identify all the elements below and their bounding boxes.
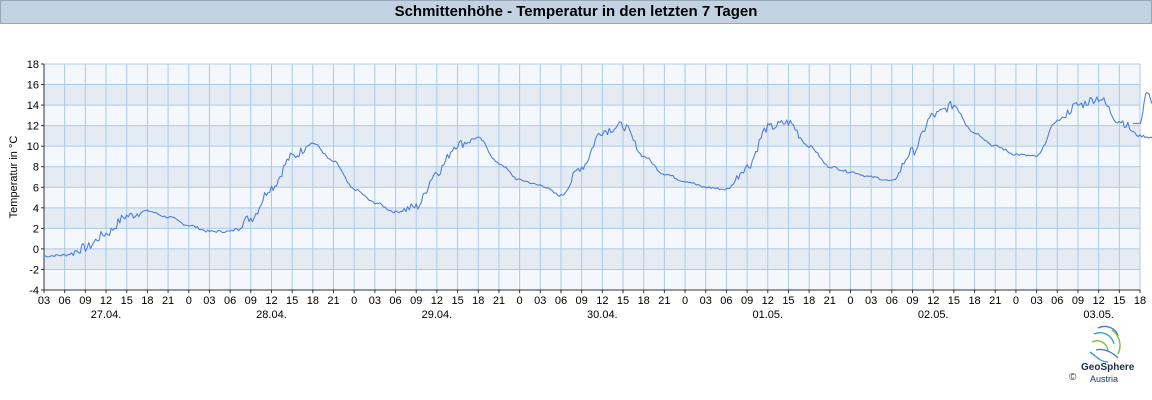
- x-tick-label: 0: [186, 295, 192, 307]
- x-tick-label: 12: [927, 295, 939, 307]
- x-tick-label: 12: [265, 295, 277, 307]
- x-tick-label: 15: [286, 295, 298, 307]
- y-tick-label: 18: [27, 59, 39, 71]
- x-tick-label: 18: [141, 295, 153, 307]
- x-tick-label: 18: [803, 295, 815, 307]
- y-tick-label: 6: [33, 182, 39, 194]
- plot-band: [44, 248, 1140, 270]
- x-tick-label: 21: [162, 295, 174, 307]
- brand-subtitle: Austria: [1090, 374, 1119, 384]
- x-tick-label: 18: [307, 295, 319, 307]
- x-tick-label: 15: [121, 295, 133, 307]
- x-date-label: 01.05.: [752, 309, 783, 321]
- x-tick-label: 15: [1113, 295, 1125, 307]
- plot-band: [44, 187, 1140, 208]
- x-date-label: 29.04.: [422, 309, 453, 321]
- x-tick-label: 12: [100, 295, 112, 307]
- x-tick-label: 09: [576, 295, 588, 307]
- x-tick-label: 09: [906, 295, 918, 307]
- x-tick-label: 21: [493, 295, 505, 307]
- chart-title: Schmittenhöhe - Temperatur in den letzte…: [0, 0, 1152, 24]
- x-tick-label: 06: [886, 295, 898, 307]
- x-date-label: 02.05.: [918, 309, 949, 321]
- x-tick-label: 18: [638, 295, 650, 307]
- x-tick-label: 15: [617, 295, 629, 307]
- y-tick-label: 12: [27, 121, 39, 133]
- x-tick-label: 06: [1051, 295, 1063, 307]
- x-tick-label: 15: [451, 295, 463, 307]
- plot-band: [44, 105, 1140, 126]
- y-tick-label: 10: [27, 141, 39, 153]
- x-tick-label: 12: [762, 295, 774, 307]
- x-tick-label: 03: [1030, 295, 1042, 307]
- x-date-label: 27.04.: [91, 309, 122, 321]
- x-tick-label: 03: [38, 295, 50, 307]
- x-tick-label: 09: [245, 295, 257, 307]
- x-tick-label: 09: [410, 295, 422, 307]
- x-tick-label: 0: [682, 295, 688, 307]
- plot-band: [44, 166, 1140, 188]
- x-tick-label: 21: [989, 295, 1001, 307]
- x-tick-label: 18: [472, 295, 484, 307]
- x-tick-label: 15: [948, 295, 960, 307]
- y-tick-label: -2: [29, 264, 39, 276]
- x-date-label: 28.04.: [256, 309, 287, 321]
- y-tick-label: 2: [33, 223, 39, 235]
- x-tick-label: 03: [203, 295, 215, 307]
- x-tick-label: 21: [327, 295, 339, 307]
- x-tick-label: 12: [1093, 295, 1105, 307]
- x-tick-label: 03: [865, 295, 877, 307]
- x-tick-label: 0: [847, 295, 853, 307]
- x-tick-label: 0: [517, 295, 523, 307]
- y-tick-label: 8: [33, 162, 39, 174]
- x-date-label: 03.05.: [1083, 309, 1114, 321]
- plot-band: [44, 207, 1140, 229]
- plot-band: [44, 125, 1140, 147]
- x-tick-label: 09: [79, 295, 91, 307]
- x-tick-label: 09: [741, 295, 753, 307]
- y-tick-label: 16: [27, 80, 39, 92]
- x-tick-label: 21: [658, 295, 670, 307]
- x-tick-label: 18: [968, 295, 980, 307]
- x-tick-label: 06: [224, 295, 236, 307]
- copyright-symbol: ©: [1069, 372, 1077, 383]
- x-tick-label: 06: [555, 295, 567, 307]
- x-tick-label: 06: [59, 295, 71, 307]
- y-tick-label: 0: [33, 244, 39, 256]
- x-tick-label: 15: [782, 295, 794, 307]
- y-axis-label: Temperatur in °C: [8, 136, 20, 219]
- plot-band: [44, 146, 1140, 167]
- plot-band: [44, 228, 1140, 249]
- x-tick-label: 0: [351, 295, 357, 307]
- x-tick-label: 03: [700, 295, 712, 307]
- x-tick-label: 06: [389, 295, 401, 307]
- temperature-line: [43, 92, 1152, 258]
- plot-band: [44, 64, 1140, 85]
- geosphere-logo-icon: [1089, 325, 1121, 363]
- x-tick-label: 06: [720, 295, 732, 307]
- y-tick-label: 4: [33, 203, 39, 215]
- plot-band: [44, 84, 1140, 106]
- y-tick-label: 14: [27, 100, 39, 112]
- x-tick-label: 12: [596, 295, 608, 307]
- plot-band: [44, 269, 1140, 290]
- x-tick-label: 18: [1134, 295, 1146, 307]
- x-tick-label: 12: [431, 295, 443, 307]
- x-tick-label: 03: [534, 295, 546, 307]
- x-tick-label: 21: [824, 295, 836, 307]
- x-tick-label: 03: [369, 295, 381, 307]
- x-tick-label: 09: [1072, 295, 1084, 307]
- y-tick-label: -4: [29, 285, 39, 297]
- brand-name: GeoSphere: [1081, 362, 1135, 373]
- x-date-label: 30.04.: [587, 309, 618, 321]
- x-tick-label: 0: [1013, 295, 1019, 307]
